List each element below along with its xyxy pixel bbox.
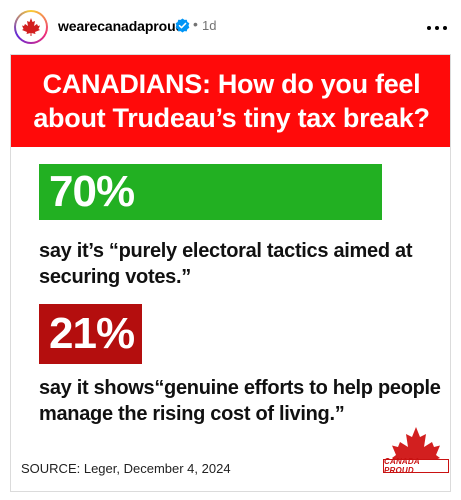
stat-70-description: say it’s “purely electoral tactics aimed…: [39, 240, 413, 288]
headline-banner: CANADIANS: How do you feel about Trudeau…: [11, 55, 450, 147]
separator-dot: •: [193, 16, 198, 32]
username-link[interactable]: wearecanadaproud: [58, 18, 184, 34]
stat-21-box: 21%: [39, 304, 142, 364]
verified-badge-icon: [175, 18, 190, 33]
headline-text: CANADIANS: How do you feel about Trudeau…: [33, 69, 430, 133]
maple-leaf-icon: [22, 18, 40, 36]
stat-21-description: say it shows“genuine efforts to help peo…: [39, 377, 441, 425]
more-dot: [443, 26, 447, 30]
canada-proud-logo: CANADA PROUD: [383, 457, 449, 475]
source-text: SOURCE: Leger, December 4, 2024: [21, 461, 231, 476]
stat-70-box: 70%: [39, 164, 382, 220]
more-options-icon[interactable]: [427, 18, 447, 38]
more-dot: [435, 26, 439, 30]
more-dot: [427, 26, 431, 30]
post-header: wearecanadaproud • 1d: [0, 0, 461, 54]
post-time[interactable]: 1d: [202, 18, 217, 33]
post-image[interactable]: CANADIANS: How do you feel about Trudeau…: [10, 54, 451, 492]
avatar[interactable]: [14, 10, 48, 44]
avatar-inner: [16, 12, 46, 42]
